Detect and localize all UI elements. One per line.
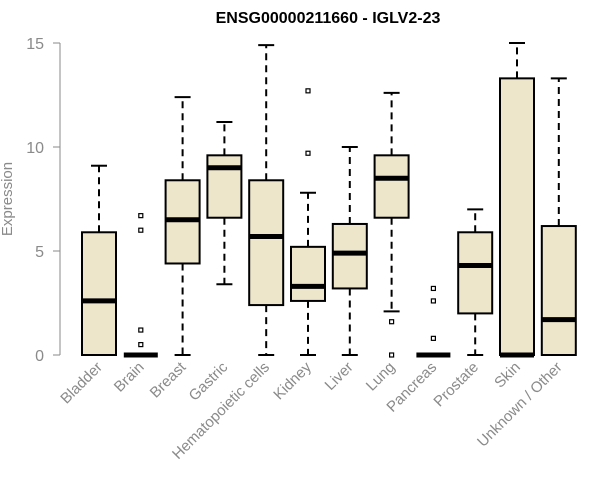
box-rect-3 — [206, 154, 243, 219]
box-3 — [206, 121, 243, 286]
box-7 — [373, 91, 410, 358]
x-tick-label-5: Kidney — [270, 358, 315, 403]
outlier-1-1 — [138, 327, 144, 333]
box-8 — [416, 285, 451, 358]
outlier-1-0 — [138, 342, 144, 348]
outlier-1-3 — [138, 213, 144, 219]
x-tick-label-10: Skin — [491, 359, 524, 392]
box-0 — [81, 164, 117, 356]
box-11 — [540, 77, 577, 356]
outlier-8-2 — [430, 285, 436, 292]
x-tick-label-7: Lung — [363, 359, 399, 395]
box-rect-0 — [81, 231, 117, 356]
box-rect-6 — [331, 222, 368, 290]
x-tick-label-2: Breast — [147, 358, 190, 401]
box-6 — [331, 146, 368, 356]
x-tick-label-9: Prostate — [430, 359, 482, 411]
y-tick-label-3: 15 — [26, 36, 44, 53]
y-tick-label-1: 5 — [35, 244, 44, 261]
y-tick-label-0: 0 — [35, 348, 44, 365]
box-rect-11 — [540, 225, 577, 356]
outlier-7-1 — [389, 319, 395, 325]
outlier-5-0 — [305, 150, 311, 156]
box-5 — [290, 88, 326, 356]
box-4 — [248, 44, 285, 356]
y-axis: 0 5 10 15 — [26, 36, 61, 365]
boxes — [81, 42, 577, 358]
box-2 — [164, 96, 201, 356]
outlier-1-2 — [138, 227, 144, 233]
y-axis-label: Expression — [0, 162, 16, 236]
box-rect-7 — [373, 154, 410, 219]
y-tick-label-2: 10 — [26, 140, 44, 157]
outlier-7-0 — [389, 352, 395, 358]
outlier-5-1 — [305, 88, 311, 94]
box-1 — [123, 213, 158, 358]
outlier-8-1 — [430, 298, 436, 304]
x-tick-label-1: Brain — [111, 359, 148, 396]
box-rect-9 — [457, 231, 494, 315]
x-tick-label-6: Liver — [322, 359, 357, 394]
x-tick-label-0: Bladder — [57, 359, 106, 408]
outlier-8-0 — [430, 335, 436, 341]
box-rect-5 — [290, 245, 326, 302]
box-rect-10 — [499, 77, 535, 357]
box-9 — [457, 208, 494, 356]
chart-title: ENSG00000211660 - IGLV2-23 — [216, 10, 441, 27]
box-rect-4 — [248, 179, 285, 307]
box-10 — [499, 42, 535, 358]
